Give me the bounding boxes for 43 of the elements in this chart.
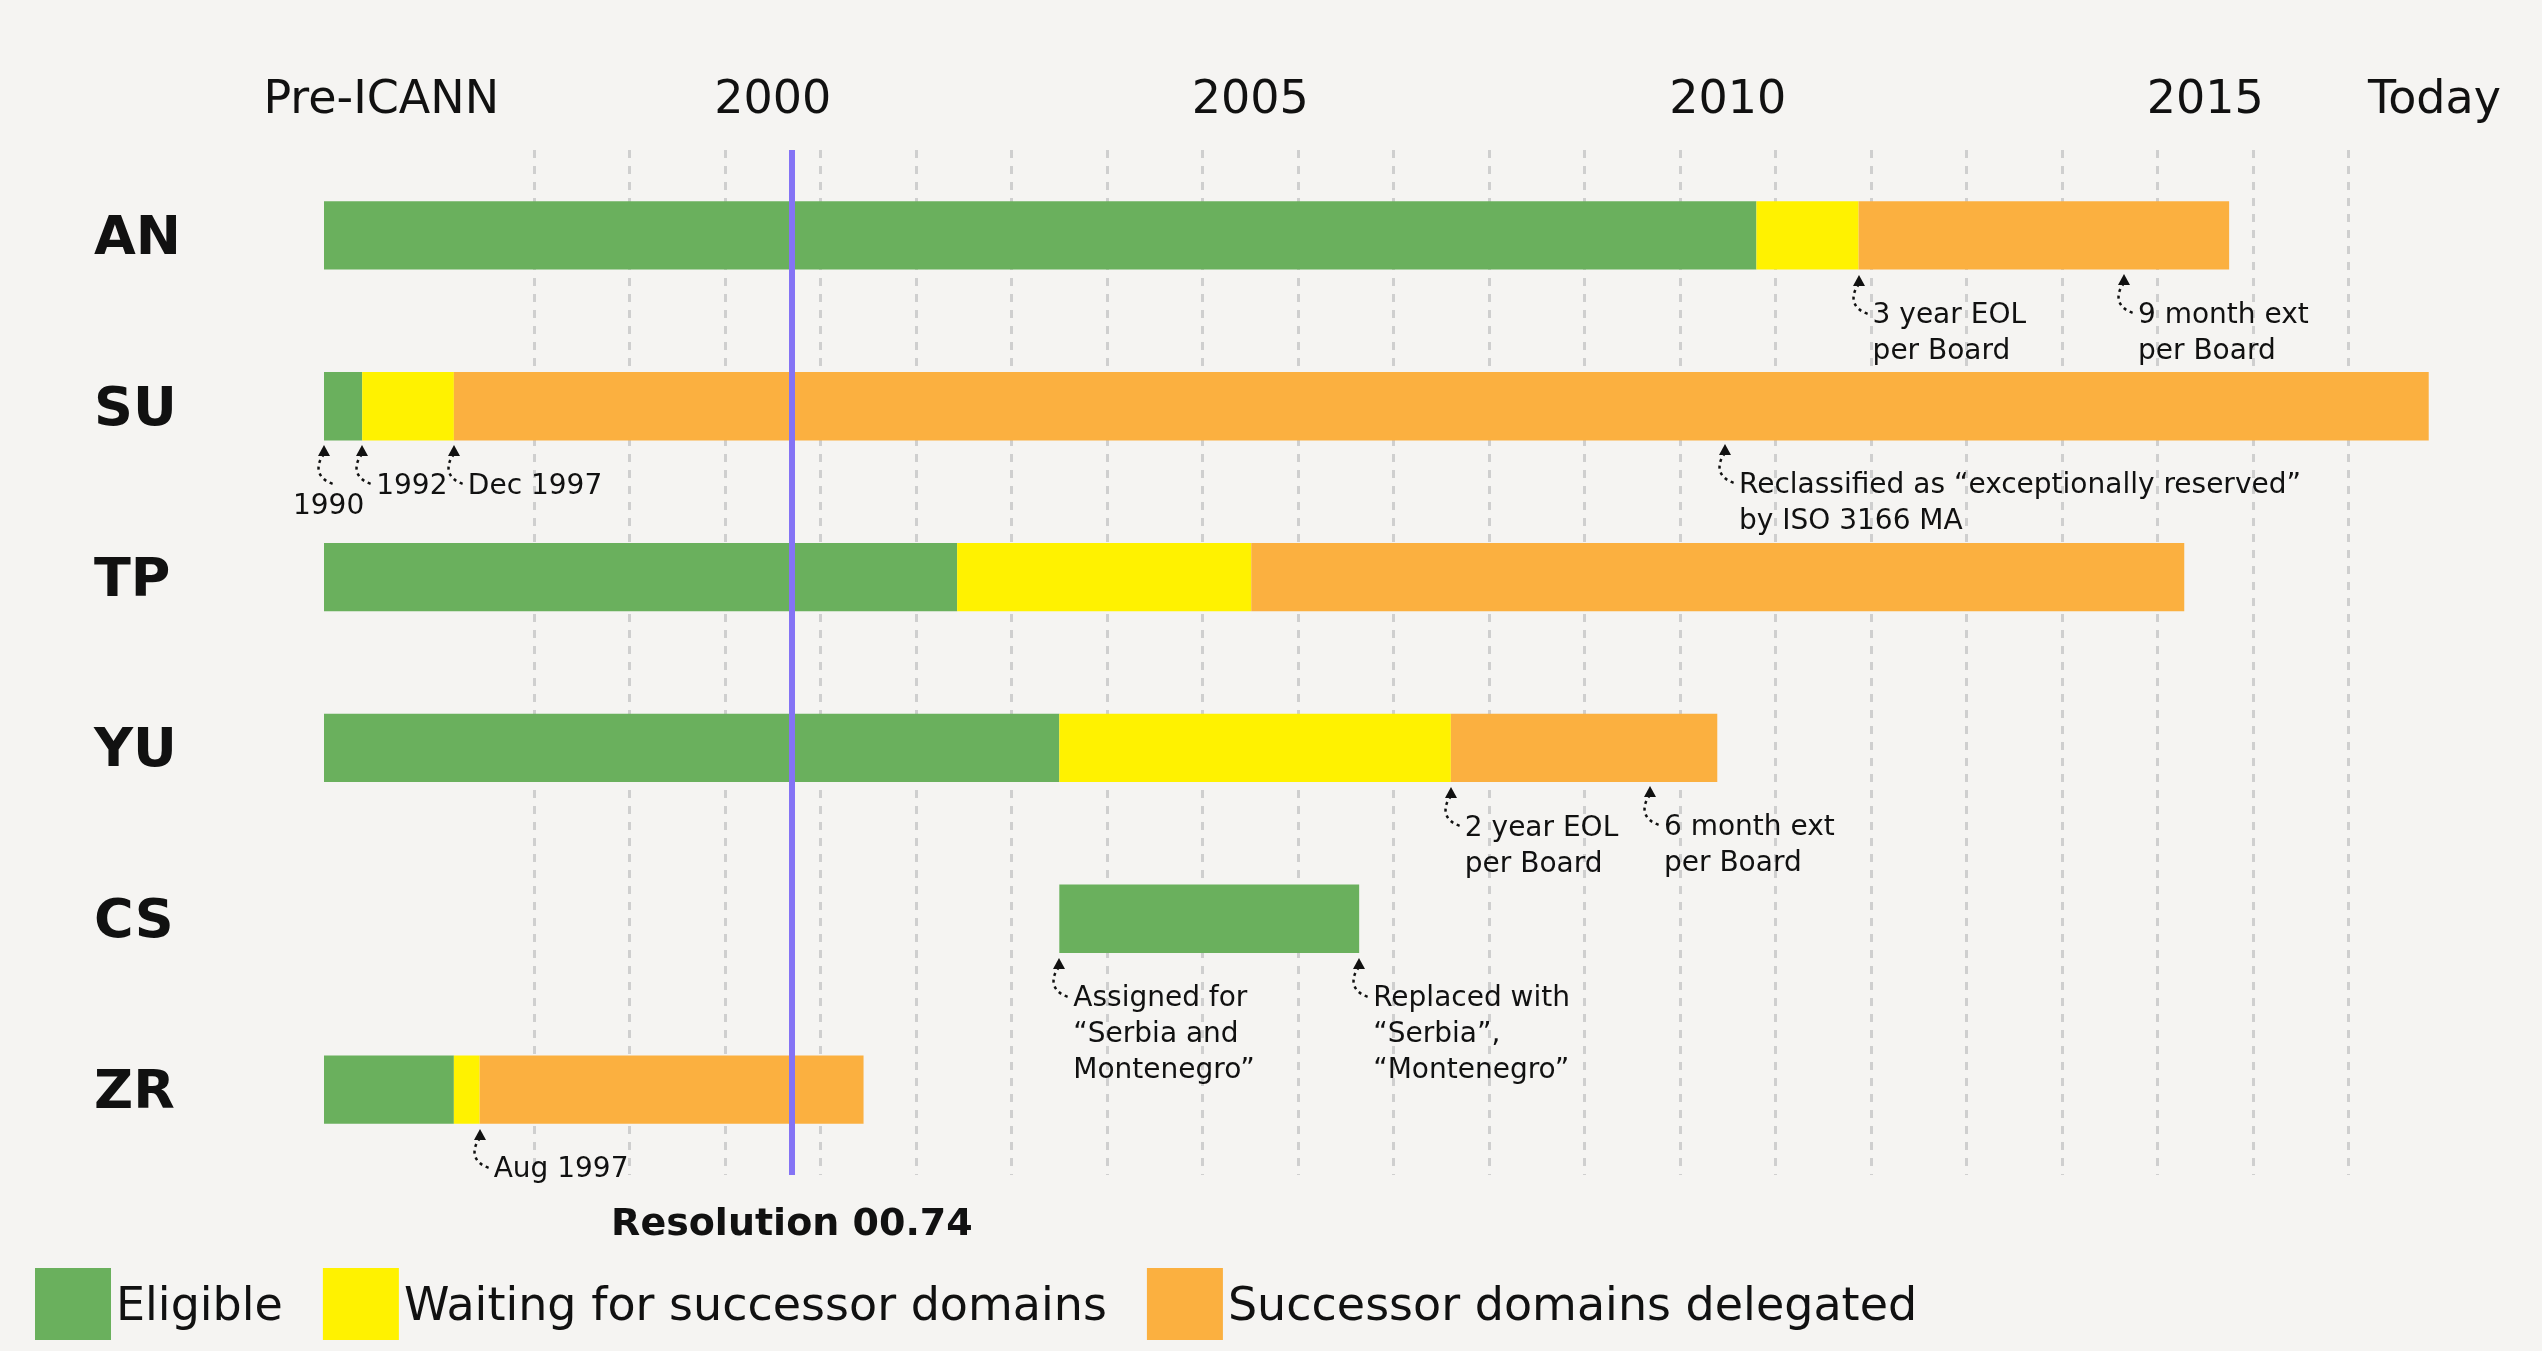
annotation: 6 month ext per Board xyxy=(1664,808,1835,878)
bar xyxy=(324,372,363,441)
bar xyxy=(1756,201,1859,270)
y-tick-label: TP xyxy=(94,545,171,609)
bar xyxy=(324,1055,454,1124)
bar xyxy=(1251,542,2185,612)
annotation: Aug 1997 xyxy=(493,1151,629,1185)
y-tick-label: SU xyxy=(94,374,177,438)
ref-line-label: Resolution 00.74 xyxy=(611,1200,973,1244)
annotation: 1992 xyxy=(376,467,448,501)
y-tick-label: ZR xyxy=(94,1058,175,1122)
annotation: 1990 xyxy=(292,487,365,521)
y-tick-label: YU xyxy=(93,716,177,780)
annotation: Replaced with “Serbia”, “Montenegro” xyxy=(1373,980,1571,1086)
bar xyxy=(1450,713,1718,783)
x-tick-label: Today xyxy=(2366,70,2501,124)
x-tick-label: 2000 xyxy=(714,70,832,124)
bar xyxy=(1858,201,2230,270)
x-tick-label: 2005 xyxy=(1191,70,1309,124)
x-tick-label: Pre-ICANN xyxy=(263,70,500,124)
bar xyxy=(957,542,1252,612)
x-tick-label: 2010 xyxy=(1669,70,1787,124)
y-tick-label: AN xyxy=(94,203,181,267)
annotation: Reclassified as “exceptionally reserved” by ISO 3166 MA xyxy=(1739,466,2301,536)
legend-label: Eligible xyxy=(116,1277,283,1331)
annotation: 3 year EOL per Board xyxy=(1872,297,2027,367)
annotation: 9 month ext per Board xyxy=(2138,296,2309,366)
x-tick-label: 2015 xyxy=(2146,70,2264,124)
y-tick-label: CS xyxy=(94,887,174,951)
annotation: 2 year EOL per Board xyxy=(1464,809,1619,879)
bar xyxy=(1059,884,1360,953)
bar xyxy=(324,713,1060,783)
legend-label: Successor domains delegated xyxy=(1227,1277,1918,1331)
bar xyxy=(479,1055,864,1124)
bar xyxy=(362,372,454,441)
bar xyxy=(324,542,958,612)
bar xyxy=(453,1055,480,1124)
bar xyxy=(324,201,1757,270)
legend-label: Waiting for successor domains xyxy=(403,1277,1107,1331)
annotation: Dec 1997 xyxy=(467,467,603,501)
annotation: Assigned for “Serbia and Montenegro” xyxy=(1073,980,1255,1086)
bar xyxy=(1059,713,1451,783)
bar xyxy=(453,372,2429,441)
